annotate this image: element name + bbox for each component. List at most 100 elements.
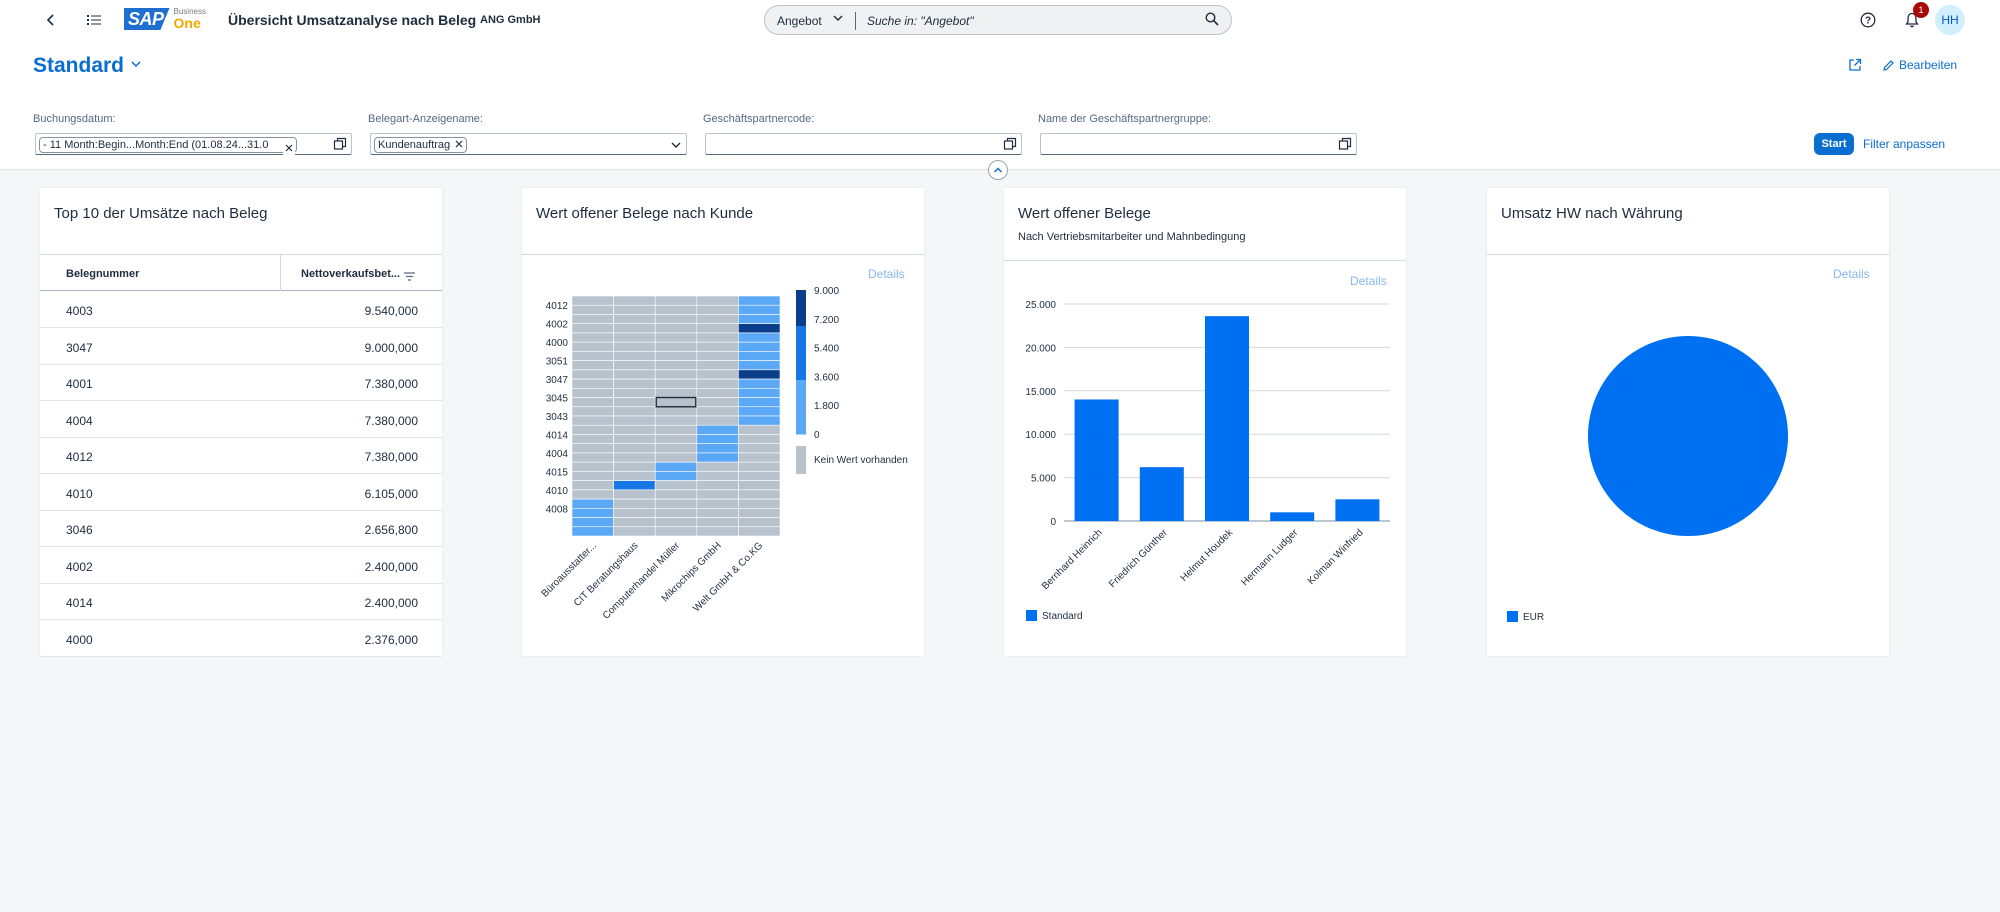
heatmap-cell[interactable] [654,351,698,361]
heatmap-cell[interactable] [613,424,656,435]
heatmap-cell[interactable] [571,323,614,334]
heatmap-cell[interactable] [613,388,656,398]
help-icon[interactable]: ? [1856,8,1880,32]
heatmap-cell[interactable] [571,351,614,361]
heatmap-cell[interactable] [654,323,698,334]
heatmap-cell[interactable] [738,397,781,408]
heatmap-cell[interactable] [696,323,739,334]
heatmap-cell[interactable] [654,341,698,352]
search-scope[interactable]: Angebot [777,14,822,28]
heatmap-cell[interactable] [613,341,656,352]
heatmap-cell[interactable] [696,369,739,380]
card-title[interactable]: Umsatz HW nach Währung [1501,205,1683,222]
avatar[interactable]: HH [1935,5,1965,35]
heatmap-cell[interactable] [571,434,614,444]
heatmap-cell[interactable] [738,369,781,380]
heatmap-cell[interactable] [696,489,739,500]
heatmap-cell[interactable] [696,517,739,528]
heatmap-cell[interactable] [696,397,739,408]
filter-bp-group-input[interactable] [1040,133,1357,155]
heatmap-cell[interactable] [654,489,698,500]
filter-token[interactable]: Kundenauftrag [374,137,468,153]
heatmap-cell[interactable] [654,295,698,306]
heatmap-cell[interactable] [571,369,614,380]
heatmap-cell[interactable] [613,397,656,408]
adapt-filters-button[interactable]: Filter anpassen [1863,137,1946,151]
details-link[interactable]: Details [1833,267,1870,281]
heatmap-cell[interactable] [613,471,656,481]
heatmap-cell[interactable] [696,295,739,306]
heatmap-cell[interactable] [613,406,656,417]
heatmap-cell[interactable] [571,415,614,426]
heatmap-cell[interactable] [738,304,781,315]
heatmap-cell[interactable] [696,351,739,361]
table-row[interactable]: 4002 2.400,000 [40,548,442,584]
heatmap-cell[interactable] [654,369,698,380]
menu-list-icon[interactable] [82,8,106,32]
heatmap-chart[interactable]: 4012 4002 4000 3051 3047 3045 3043 4014 4004 4015… [522,276,924,656]
heatmap-cell[interactable] [696,434,739,444]
heatmap-cell[interactable] [571,378,614,389]
table-row[interactable]: 4014 2.400,000 [40,584,442,620]
heatmap-cell[interactable] [613,304,656,315]
heatmap-cell[interactable] [571,388,614,398]
heatmap-cell[interactable] [696,360,739,371]
heatmap-cell[interactable] [654,508,698,518]
heatmap-cell[interactable] [613,517,656,528]
heatmap-cell[interactable] [738,480,781,491]
heatmap-cell[interactable] [613,332,656,343]
heatmap-cell[interactable] [696,480,739,491]
heatmap-cell[interactable] [738,388,781,398]
heatmap-cell[interactable] [571,517,614,528]
heatmap-cell[interactable] [613,378,656,389]
heatmap-cell[interactable] [654,517,698,528]
heatmap-cell[interactable] [654,415,698,426]
bar[interactable] [1205,316,1249,521]
table-row[interactable]: 4012 7.380,000 [40,438,442,474]
search-icon[interactable] [1205,12,1219,31]
heatmap-cell[interactable] [738,526,781,537]
heatmap-cell[interactable] [696,498,739,509]
filter-posting-date-input[interactable]: - 11 Month:Begin...Month:End (01.08.24..… [35,133,352,157]
collapse-header-button[interactable] [988,160,1008,180]
heatmap-cell[interactable] [571,424,614,435]
heatmap-cell[interactable] [571,332,614,343]
search-input[interactable] [867,10,1197,32]
heatmap-cell[interactable] [571,295,614,306]
heatmap-cell[interactable] [738,295,781,306]
heatmap-cell[interactable] [613,526,656,537]
heatmap-cell[interactable] [654,526,698,537]
heatmap-cell[interactable] [696,461,739,472]
heatmap-cell[interactable] [654,480,698,491]
share-icon[interactable] [1848,58,1862,77]
heatmap-cell[interactable] [654,397,698,408]
heatmap-cell[interactable] [738,461,781,472]
heatmap-cell[interactable] [696,406,739,417]
heatmap-cell[interactable] [654,443,698,454]
variant-chevron-down-icon[interactable] [131,58,141,72]
heatmap-cell[interactable] [738,517,781,528]
heatmap-cell[interactable] [696,388,739,398]
heatmap-cell[interactable] [571,443,614,454]
heatmap-cell[interactable] [738,323,781,334]
heatmap-cell[interactable] [571,498,614,509]
heatmap-cell[interactable] [571,526,614,537]
heatmap-cell[interactable] [654,452,698,463]
heatmap-cell[interactable] [654,388,698,398]
heatmap-cell[interactable] [654,406,698,417]
heatmap-cell[interactable] [696,341,739,352]
heatmap-cell[interactable] [738,378,781,389]
heatmap-cell[interactable] [613,369,656,380]
heatmap-cell[interactable] [613,351,656,361]
heatmap-cell[interactable] [613,295,656,306]
heatmap-cell[interactable] [738,452,781,463]
bar-chart[interactable]: 0 5.000 10.000 15.000 20.000 25.000 Bernhard H… [1004,288,1406,656]
column-header-net-amount[interactable]: Nettoverkaufsbet... [301,268,401,280]
heatmap-cell[interactable] [696,415,739,426]
heatmap-cell[interactable] [613,314,656,324]
heatmap-cell[interactable] [738,332,781,343]
heatmap-cell[interactable] [696,508,739,518]
filter-token[interactable]: - 11 Month:Begin...Month:End (01.08.24..… [39,137,297,153]
table-row[interactable]: 4000 2.376,000 [40,621,442,657]
heatmap-cell[interactable] [738,360,781,371]
